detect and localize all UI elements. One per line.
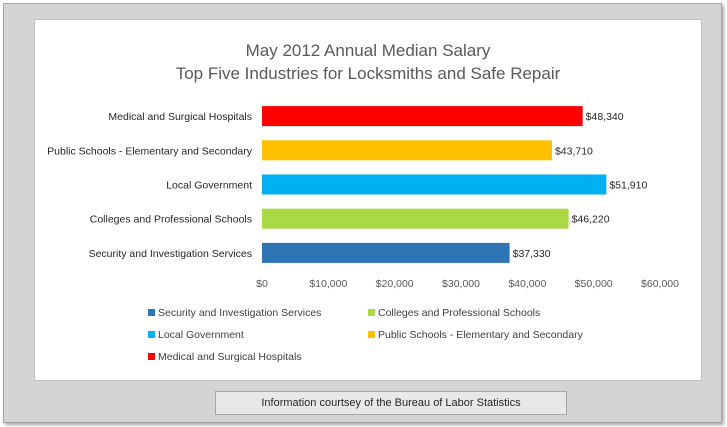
legend: Security and Investigation Services Colle… [148, 307, 584, 363]
bars-group: Medical and Surgical Hospitals $48,340 Pub… [47, 106, 647, 263]
source-footer: Information courtsey of the Bureau of La… [215, 391, 567, 415]
legend-swatch [368, 331, 375, 338]
x-tick-label: $30,000 [442, 278, 480, 290]
chart-subtitle: Top Five Industries for Locksmiths and S… [176, 64, 561, 83]
x-tick-label: $0 [256, 278, 268, 290]
x-tick-label: $40,000 [508, 278, 546, 290]
x-tick-label: $10,000 [309, 278, 347, 290]
legend-swatch [148, 331, 155, 338]
data-label: $51,910 [609, 180, 647, 192]
legend-label: Local Government [158, 329, 244, 341]
chart-frame: May 2012 Annual Median Salary Top Five I… [3, 3, 722, 423]
bar [262, 140, 552, 161]
data-label: $37,330 [513, 248, 551, 260]
category-label: Medical and Surgical Hospitals [108, 111, 252, 123]
legend-label: Public Schools - Elementary and Secondar… [378, 329, 584, 341]
data-label: $48,340 [586, 111, 624, 123]
x-tick-label: $50,000 [575, 278, 613, 290]
legend-label: Security and Investigation Services [158, 307, 321, 319]
data-label: $46,220 [572, 214, 610, 226]
chart-area: May 2012 Annual Median Salary Top Five I… [34, 19, 702, 381]
category-label: Local Government [166, 180, 252, 192]
data-label: $43,710 [555, 145, 593, 157]
x-tick-label: $20,000 [376, 278, 414, 290]
chart-title: May 2012 Annual Median Salary [246, 41, 491, 60]
legend-swatch [148, 353, 155, 360]
category-label: Colleges and Professional Schools [90, 214, 252, 226]
x-axis-ticks: $0 $10,000 $20,000 $30,000 $40,000 $50,000 $60… [256, 278, 679, 290]
legend-label: Colleges and Professional Schools [378, 307, 540, 319]
legend-swatch [148, 309, 155, 316]
bar [262, 242, 510, 263]
category-label: Security and Investigation Services [89, 248, 252, 260]
legend-label: Medical and Surgical Hospitals [158, 351, 302, 363]
bar-chart: May 2012 Annual Median Salary Top Five I… [47, 41, 679, 363]
bar [262, 208, 569, 229]
x-tick-label: $60,000 [641, 278, 679, 290]
legend-swatch [368, 309, 375, 316]
category-label: Public Schools - Elementary and Secondar… [47, 145, 253, 157]
bar [262, 106, 583, 127]
bar [262, 174, 607, 195]
